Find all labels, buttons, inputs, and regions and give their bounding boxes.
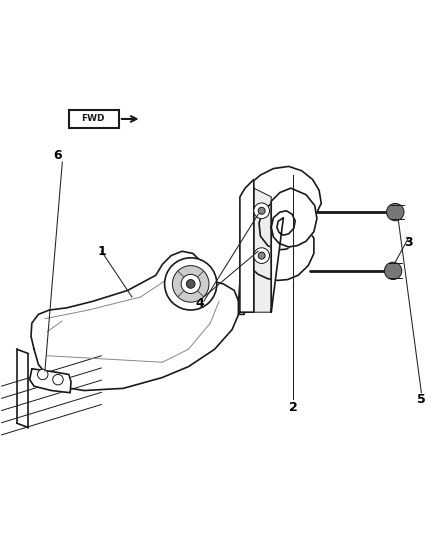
FancyBboxPatch shape	[69, 110, 119, 128]
Text: 6: 6	[54, 149, 62, 162]
Polygon shape	[240, 180, 254, 312]
Circle shape	[186, 279, 195, 288]
Circle shape	[258, 252, 265, 259]
Circle shape	[254, 248, 269, 263]
Polygon shape	[30, 369, 71, 393]
Circle shape	[165, 258, 217, 310]
Text: 1: 1	[97, 245, 106, 258]
Circle shape	[181, 274, 200, 294]
Circle shape	[38, 369, 48, 379]
Text: 5: 5	[417, 393, 426, 406]
Circle shape	[385, 262, 402, 279]
Polygon shape	[254, 188, 271, 312]
Text: FWD: FWD	[81, 115, 105, 124]
Text: 2: 2	[289, 401, 297, 415]
Circle shape	[53, 375, 63, 385]
Circle shape	[387, 204, 404, 221]
Polygon shape	[31, 251, 239, 391]
Text: 4: 4	[195, 297, 204, 310]
Circle shape	[258, 207, 265, 214]
Polygon shape	[271, 188, 317, 312]
Circle shape	[173, 265, 209, 302]
Text: 3: 3	[404, 236, 413, 249]
Circle shape	[254, 203, 269, 219]
Polygon shape	[239, 166, 321, 314]
